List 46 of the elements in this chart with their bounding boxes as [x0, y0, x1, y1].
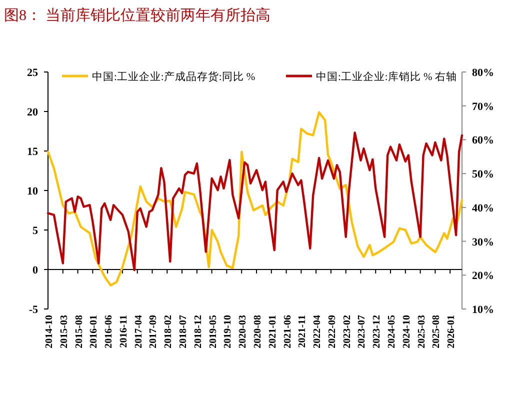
x-tick-label: 2019-10: [222, 315, 234, 348]
x-tick-label: 2016-01: [88, 315, 100, 348]
y2-tick-label: 50%: [472, 168, 494, 181]
x-tick-label: 2018-12: [192, 315, 204, 348]
y2-tick-label: 60%: [472, 134, 494, 147]
y2-tick-label: 40%: [472, 202, 494, 214]
x-tick-label: 2016-06: [104, 315, 115, 348]
x-tick-label: 2024-10: [401, 315, 412, 348]
y-tick-label: 15: [27, 146, 38, 158]
y-tick-label: 5: [32, 225, 38, 237]
x-tick-label: 2023-07: [356, 315, 368, 348]
x-tick-label: 2019-05: [208, 315, 219, 348]
y-tick-label: 25: [27, 67, 38, 79]
x-tick-label: 2017-09: [148, 315, 160, 348]
y2-tick-label: 10%: [472, 304, 494, 316]
x-tick-label: 2015-08: [74, 315, 85, 348]
x-tick-label: 2021-06: [282, 315, 294, 348]
y-tick-label: 20: [27, 106, 38, 118]
x-tick-label: 2021-01: [267, 315, 278, 348]
x-tick-label: 2024-05: [386, 315, 398, 348]
x-tick-label: 2025-03: [416, 315, 428, 348]
x-tick-label: 2018-02: [163, 315, 174, 348]
x-tick-label: 2022-04: [312, 315, 324, 348]
x-tick-label: 2022-09: [326, 315, 338, 348]
legend-label: 中国:工业企业:产成品存货:同比 %: [92, 70, 256, 83]
x-tick-label: 2020-03: [238, 315, 249, 348]
y2-tick-label: 30%: [472, 236, 494, 248]
x-tick-label: 2020-08: [252, 315, 264, 348]
y2-tick-label: 80%: [472, 67, 494, 79]
x-tick-label: 2017-04: [133, 315, 144, 348]
x-tick-label: 2026-01: [446, 315, 458, 348]
x-tick-label: 2021-11: [297, 315, 308, 348]
title: 图8： 当前库销比位置较前两年有所抬高: [4, 8, 270, 24]
y-tick-label: -5: [28, 304, 38, 316]
y2-tick-label: 20%: [472, 270, 494, 282]
x-tick-label: 2025-08: [431, 315, 442, 348]
y2-tick-label: 70%: [472, 100, 494, 113]
y-tick-label: 10: [27, 186, 38, 198]
x-tick-label: 2023-02: [342, 315, 353, 348]
x-tick-label: 2023-12: [372, 315, 383, 348]
y-tick-label: 0: [32, 264, 38, 276]
x-tick-label: 2016-11: [118, 315, 130, 348]
x-tick-label: 2015-03: [58, 315, 70, 348]
x-tick-label: 2018-07: [178, 315, 190, 348]
legend-label: 中国:工业企业:库销比 % 右轴: [316, 70, 457, 83]
x-tick-label: 2014-10: [44, 315, 55, 348]
